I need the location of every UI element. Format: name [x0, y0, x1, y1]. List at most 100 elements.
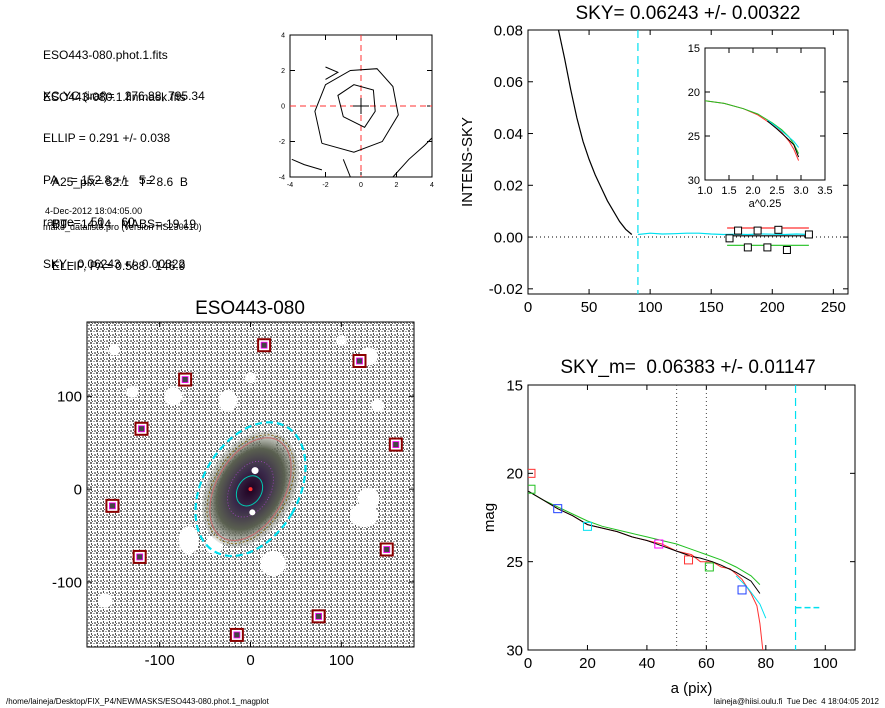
- star-marker-inner: [383, 546, 391, 553]
- x-tick-label: 3.5: [817, 185, 832, 197]
- x-tick-label: 1.0: [697, 185, 712, 197]
- y-axis-label: INTENS-SKY: [459, 117, 476, 207]
- contour-line: [314, 68, 399, 153]
- y-tick-label: 30: [688, 175, 700, 187]
- info-line: range= 50.- 60.: [43, 215, 139, 229]
- masked-region: [260, 550, 286, 577]
- star-marker-inner: [392, 441, 400, 448]
- x-axis-label: a (pix): [671, 680, 713, 697]
- y-tick-label: 4: [281, 32, 285, 39]
- masked-region: [371, 399, 384, 412]
- sky-title: SKY= 0.06243 +/- 0.00322: [575, 3, 801, 24]
- series-line: [557, 30, 633, 235]
- x-tick-label: 2.5: [769, 185, 784, 197]
- x-tick-label: 0: [524, 655, 532, 672]
- inset-series-line: [767, 119, 799, 148]
- plot-frame: [527, 29, 849, 295]
- star-marker-inner: [181, 376, 189, 383]
- mag-title: SKY_m= 0.06383 +/- 0.01147: [560, 357, 816, 378]
- data-square: [763, 243, 772, 252]
- masked-region: [97, 593, 113, 608]
- info-line: ELLIP, PA= 0.588 146.9: [52, 259, 186, 273]
- y-tick-label: 25: [688, 131, 700, 143]
- masked-region: [164, 387, 183, 406]
- y-tick-label: 20: [506, 466, 523, 483]
- mag-profile-plot: 0 20 40 60 80 100 15 20 25 30 a (pix) mag: [481, 377, 856, 697]
- y-tick-label: -100: [52, 574, 82, 591]
- masked-star: [249, 509, 256, 516]
- y-tick-label: 0.00: [494, 229, 523, 246]
- clipped-group: [87, 322, 414, 647]
- info-date: 4-Dec-2012 18:04:05.00: [45, 206, 143, 216]
- info-files: ESO443-080.phot.1.fits ESO443-080.1.finm…: [43, 20, 186, 118]
- inset-series-line: [767, 120, 800, 158]
- info-program: make_datalist0.pro (version HS230610): [43, 222, 202, 232]
- star-marker-inner: [233, 631, 241, 639]
- y-tick-label: 0.08: [494, 22, 523, 39]
- inset-bg: [705, 48, 825, 180]
- x-tick-label: 100: [638, 299, 663, 316]
- contour-line: [337, 84, 376, 128]
- contour-line: [325, 66, 340, 80]
- y-axis-label: mag: [481, 503, 498, 532]
- x-tick-label: 150: [699, 299, 724, 316]
- data-square: [737, 585, 747, 595]
- data-square: [528, 484, 536, 494]
- ellipse-red: [209, 437, 292, 542]
- star-marker-inner: [138, 425, 145, 433]
- star-marker-inner: [260, 341, 268, 349]
- y-tick-label: 100: [57, 389, 82, 406]
- masked-region: [245, 372, 256, 384]
- contour-line: [342, 159, 351, 177]
- y-tick-label: 0: [281, 103, 285, 110]
- clipped-group: [528, 385, 820, 650]
- x-tick-label: 100: [813, 655, 838, 672]
- series-line: [637, 232, 809, 236]
- ellipse-dotted: [206, 434, 295, 544]
- contour-line: [392, 137, 432, 177]
- contour-plot: -4 -2 0 2 4 -4 -2 0 2 4: [279, 32, 434, 189]
- info-fit: XC,YC (iraf)= 276.88, 795.34 ELLIP = 0.2…: [43, 61, 205, 285]
- contour-line: [291, 158, 323, 171]
- x-tick-label: 100: [329, 652, 354, 669]
- y-tick-label: 30: [506, 642, 523, 659]
- data-square: [684, 555, 694, 565]
- x-tick-label: 4: [430, 182, 434, 189]
- x-tick-label: 20: [579, 655, 596, 672]
- clipped-group: [528, 30, 848, 294]
- y-tick-label: 0: [74, 481, 82, 498]
- star-marker-inner: [136, 553, 144, 561]
- ellipse-inner-cyan: [235, 475, 264, 507]
- y-tick-label: 0.02: [494, 178, 523, 195]
- info-line: A25_pix= 52.1 T= 8.6 B: [52, 175, 188, 189]
- x-tick-label: -2: [322, 182, 328, 189]
- x-tick-label: 40: [639, 655, 656, 672]
- x-tick-label: 2.0: [745, 185, 760, 197]
- info-line: BT= 14.14 MABS=-19.19: [52, 217, 197, 231]
- y-tick-label: 15: [688, 43, 700, 55]
- y-tick-label: 2: [281, 68, 285, 75]
- info-line: ELLIP = 0.291 +/- 0.038: [43, 131, 171, 145]
- x-tick-label: 200: [760, 299, 785, 316]
- x-tick-label: 1.5: [721, 185, 736, 197]
- info-line: ESO443-080.1.finmask.fits: [43, 90, 186, 104]
- x-tick-label: -4: [287, 182, 293, 189]
- x-tick-label: 60: [698, 655, 715, 672]
- y-tick-label: 0.06: [494, 74, 523, 91]
- info-line: XC,YC (iraf)= 276.88, 795.34: [43, 89, 205, 103]
- data-square: [753, 226, 762, 235]
- x-tick-label: 0: [246, 652, 254, 669]
- y-tick-label: 20: [688, 87, 700, 99]
- star-marker-inner: [109, 502, 116, 510]
- clipped-group: [705, 100, 800, 161]
- info-params: A25_pix= 52.1 T= 8.6 B BT= 14.14 MABS=-1…: [52, 147, 196, 287]
- inset-series-line: [705, 100, 800, 154]
- masked-star: [251, 467, 259, 475]
- data-square: [528, 468, 536, 478]
- x-tick-label: -100: [145, 652, 175, 669]
- masked-region: [218, 389, 237, 412]
- series-line: [528, 490, 761, 594]
- ellipse-magenta-dotted: [227, 460, 274, 518]
- plot-frame: [704, 47, 826, 181]
